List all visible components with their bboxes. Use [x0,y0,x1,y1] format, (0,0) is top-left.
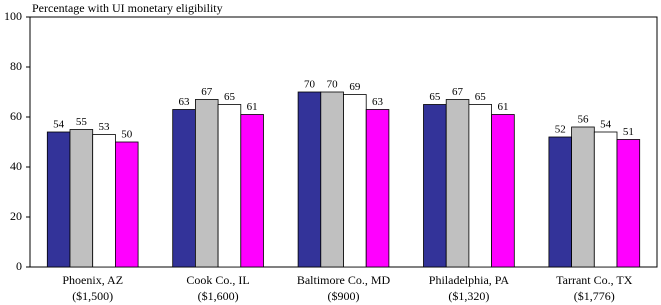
y-tick-label: 60 [10,109,22,123]
bar [92,134,116,268]
value-label: 70 [327,79,339,91]
bar [616,139,641,268]
value-label: 61 [497,101,508,113]
bar [365,109,390,268]
bar [593,131,618,268]
value-label: 61 [247,101,258,113]
bar [217,104,242,268]
bar [343,94,367,268]
value-label: 63 [372,96,384,108]
value-label: 52 [555,124,566,136]
value-label: 56 [577,114,589,126]
value-label: 65 [429,91,441,103]
bar [571,126,595,268]
bar [445,99,470,268]
bar [115,141,139,268]
value-label: 65 [475,91,487,103]
bar [320,91,344,268]
y-tick-label: 20 [10,209,22,223]
bar [297,91,322,268]
value-label: 67 [452,86,464,98]
value-label: 54 [53,119,65,131]
bar [491,114,515,268]
x-tick-label: Philadelphia, PA [429,273,510,287]
value-label: 53 [99,121,111,133]
value-label: 51 [623,126,634,138]
x-tick-label: ($1,320) [448,289,489,303]
chart-title: Percentage with UI monetary eligibility [32,1,223,15]
x-tick-label: Baltimore Co., MD [297,273,391,287]
value-label: 63 [179,96,191,108]
x-tick-label: ($1,500) [72,289,113,303]
bar [69,129,94,268]
y-tick-label: 80 [10,59,22,73]
y-tick-label: 100 [4,9,22,23]
bar [194,99,219,268]
value-label: 70 [304,79,316,91]
value-label: 65 [224,91,236,103]
bar [423,104,447,268]
x-tick-label: Tarrant Co., TX [556,273,633,287]
bar [548,136,573,268]
x-tick-label: ($1,776) [574,289,615,303]
y-tick-label: 0 [16,259,22,273]
value-label: 55 [76,116,88,128]
value-label: 50 [121,129,133,141]
bar [240,114,264,268]
x-tick-label: Cook Co., IL [186,273,249,287]
x-tick-label: ($900) [328,289,360,303]
x-tick-label: ($1,600) [198,289,239,303]
bar [46,131,71,268]
bar [172,109,196,268]
value-label: 69 [349,81,361,93]
x-tick-label: Phoenix, AZ [62,273,123,287]
y-tick-label: 40 [10,159,22,173]
value-label: 67 [201,86,213,98]
value-label: 54 [600,119,612,131]
bar [468,104,492,268]
